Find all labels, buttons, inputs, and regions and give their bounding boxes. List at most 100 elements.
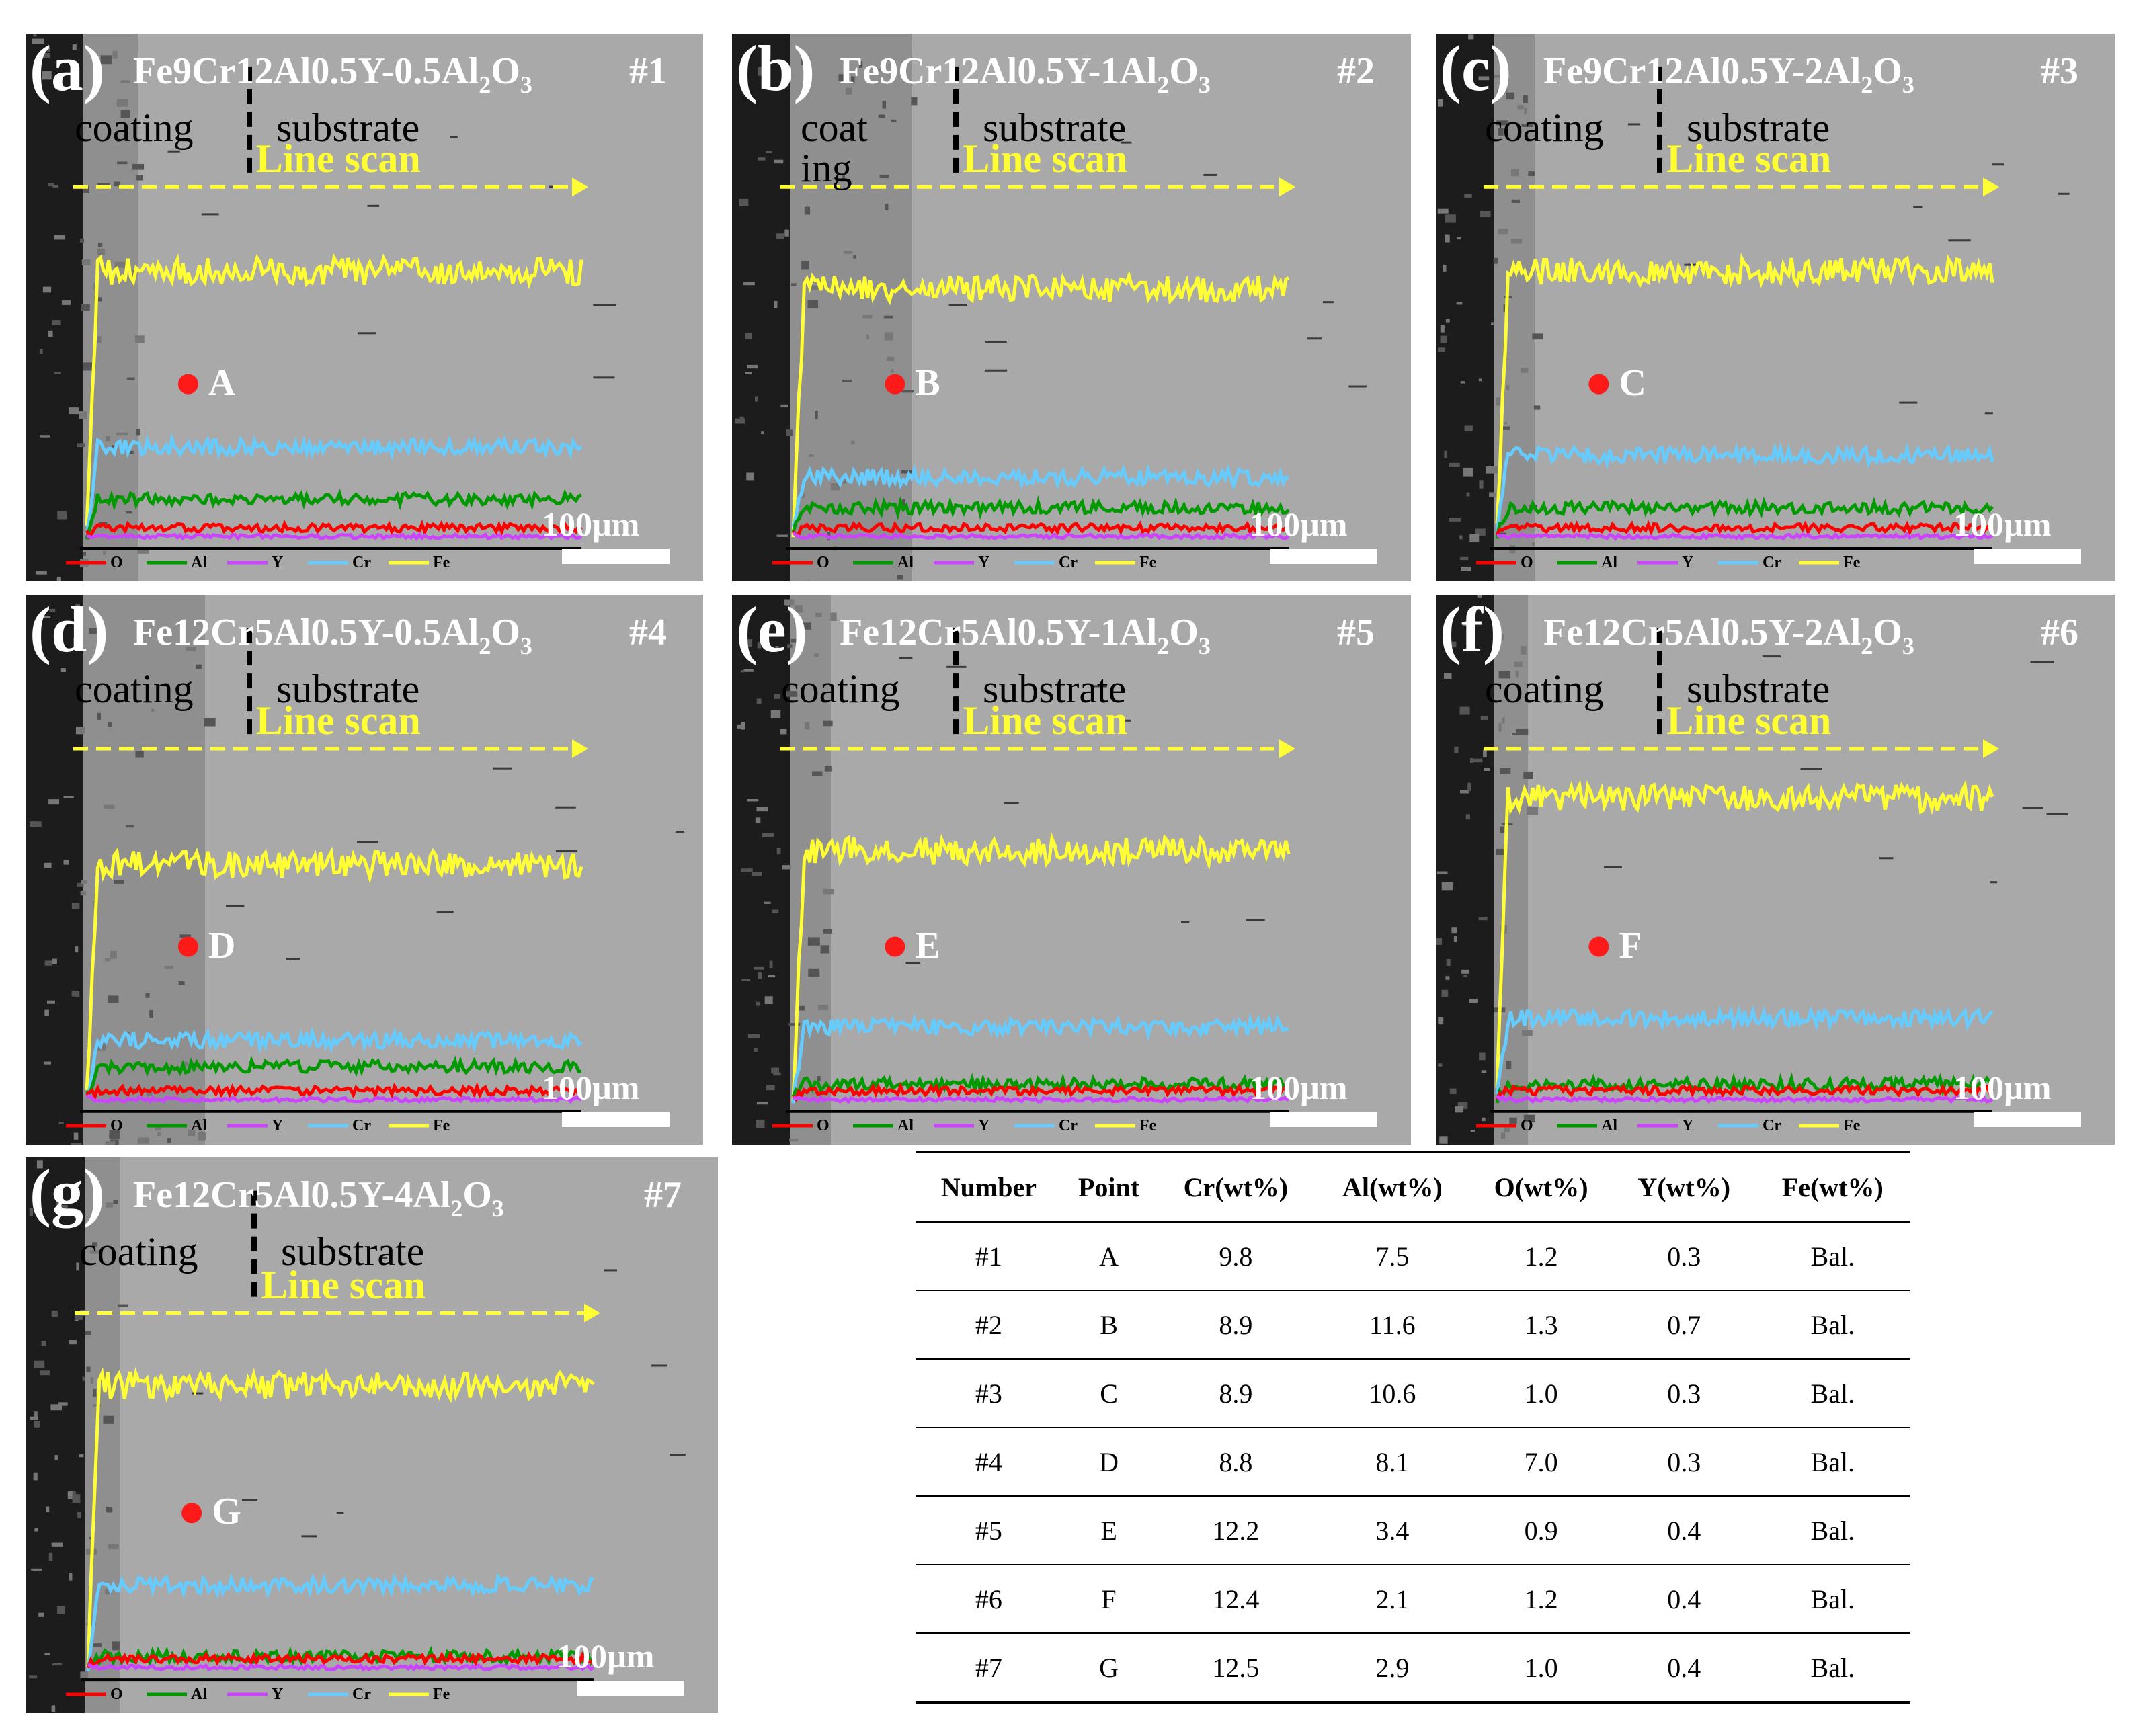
speckle	[743, 282, 755, 286]
speckle	[149, 1010, 153, 1018]
speckle	[842, 380, 852, 382]
speckle	[862, 315, 873, 319]
speckle	[1515, 671, 1519, 678]
substrate-label: substrate	[1687, 667, 1830, 711]
table-cell: 8.1	[1375, 1446, 1410, 1477]
speckle	[34, 1421, 40, 1428]
speckle	[866, 334, 869, 339]
speckle	[1453, 936, 1457, 942]
speckle	[36, 571, 47, 575]
speckle	[1477, 595, 1483, 598]
o-trace	[85, 520, 583, 540]
speckle	[1438, 1016, 1444, 1025]
resin-region	[732, 34, 790, 581]
resin-region	[1436, 34, 1494, 581]
scale-bar	[562, 1112, 670, 1127]
speckle	[1524, 107, 1528, 114]
speckle	[38, 1612, 44, 1617]
speckle	[817, 1076, 821, 1081]
substrate-label: substrate	[983, 667, 1127, 711]
speckle	[85, 491, 96, 497]
speckle	[1496, 89, 1508, 92]
table-cell: 12.4	[1212, 1583, 1260, 1614]
y-trace	[1496, 1093, 1994, 1104]
scale-bar	[1974, 549, 2081, 564]
legend-label: Cr	[352, 1686, 371, 1703]
speckle	[44, 862, 52, 868]
substrate-mark	[670, 1454, 686, 1456]
speckle	[741, 868, 753, 872]
speckle	[112, 1641, 120, 1651]
speckle	[75, 1311, 83, 1320]
substrate-mark	[1627, 123, 1641, 126]
speckle	[1463, 623, 1472, 626]
substrate-mark	[2058, 192, 2070, 195]
table-cell: 0.9	[1524, 1515, 1558, 1546]
speckle	[1436, 938, 1443, 945]
fe-trace	[85, 846, 583, 1091]
speckle	[745, 333, 753, 339]
speckle	[29, 1208, 34, 1216]
al-trace	[1495, 496, 1994, 539]
sample-title: Fe9Cr12Al0.5Y-2Al2O3	[1543, 50, 1914, 98]
speckle	[1467, 782, 1471, 791]
y-trace	[792, 531, 1290, 541]
speckle	[840, 479, 846, 484]
speckle	[80, 891, 87, 896]
table-header-row: Number Point Cr(wt%) Al(wt%) O(wt%) Y(wt…	[916, 1152, 1910, 1222]
sample-title: Fe12Cr5Al0.5Y-1Al2O3	[840, 612, 1211, 659]
speckle	[69, 407, 79, 415]
sem-panel: (a) Fe9Cr12Al0.5Y-0.5Al2O3 #1 coating substr…	[26, 34, 703, 581]
speckle	[1445, 234, 1450, 243]
speckle	[127, 450, 134, 454]
legend-label: Fe	[1139, 554, 1157, 571]
substrate-mark	[2046, 813, 2068, 816]
speckle	[1471, 648, 1479, 652]
substrate-label: substrate	[1687, 106, 1830, 150]
speckle	[897, 575, 903, 580]
scale-bar	[1270, 1112, 1377, 1127]
table-cell: #7	[975, 1652, 1002, 1683]
speckle	[771, 1067, 779, 1074]
speckle	[47, 45, 50, 52]
table-cell: 0.3	[1667, 1446, 1701, 1477]
panel-letter: (c)	[1440, 34, 1512, 104]
speckle	[1446, 959, 1451, 966]
speckle	[815, 612, 822, 617]
speckle	[823, 929, 832, 934]
line-scan-plot	[1436, 595, 2081, 1145]
table-cell: 12.5	[1212, 1652, 1260, 1683]
analysis-point-label: E	[915, 924, 940, 966]
speckle	[106, 1506, 113, 1513]
table-cell: Bal.	[1810, 1378, 1855, 1409]
substrate-mark	[899, 657, 913, 659]
speckle	[774, 693, 780, 699]
speckle	[1436, 871, 1448, 874]
resin-region	[26, 1157, 85, 1713]
table-cell: 8.9	[1219, 1378, 1253, 1409]
speckle	[103, 1415, 114, 1424]
legend-label: Fe	[1843, 1117, 1861, 1134]
line-scan-plot	[732, 595, 1377, 1145]
substrate-mark	[1092, 685, 1107, 688]
panel-letter: (a)	[30, 34, 105, 104]
substrate-mark	[948, 304, 967, 306]
table-cell: 0.7	[1667, 1309, 1701, 1340]
speckle	[204, 717, 216, 727]
analysis-point-marker	[885, 374, 905, 395]
speckle	[1504, 422, 1508, 425]
speckle	[77, 443, 85, 448]
speckle	[795, 605, 803, 613]
speckle	[735, 418, 745, 424]
legend-label: Fe	[1843, 554, 1861, 571]
speckle	[776, 233, 784, 239]
speckle	[807, 937, 820, 946]
legend-label: Fe	[1139, 1117, 1157, 1134]
speckle	[179, 934, 191, 938]
speckle	[1501, 1132, 1506, 1139]
speckle	[1469, 998, 1478, 1003]
analysis-point-label: F	[1619, 924, 1642, 966]
speckle	[105, 1141, 116, 1145]
speckle	[1460, 381, 1465, 384]
speckle	[774, 159, 784, 164]
